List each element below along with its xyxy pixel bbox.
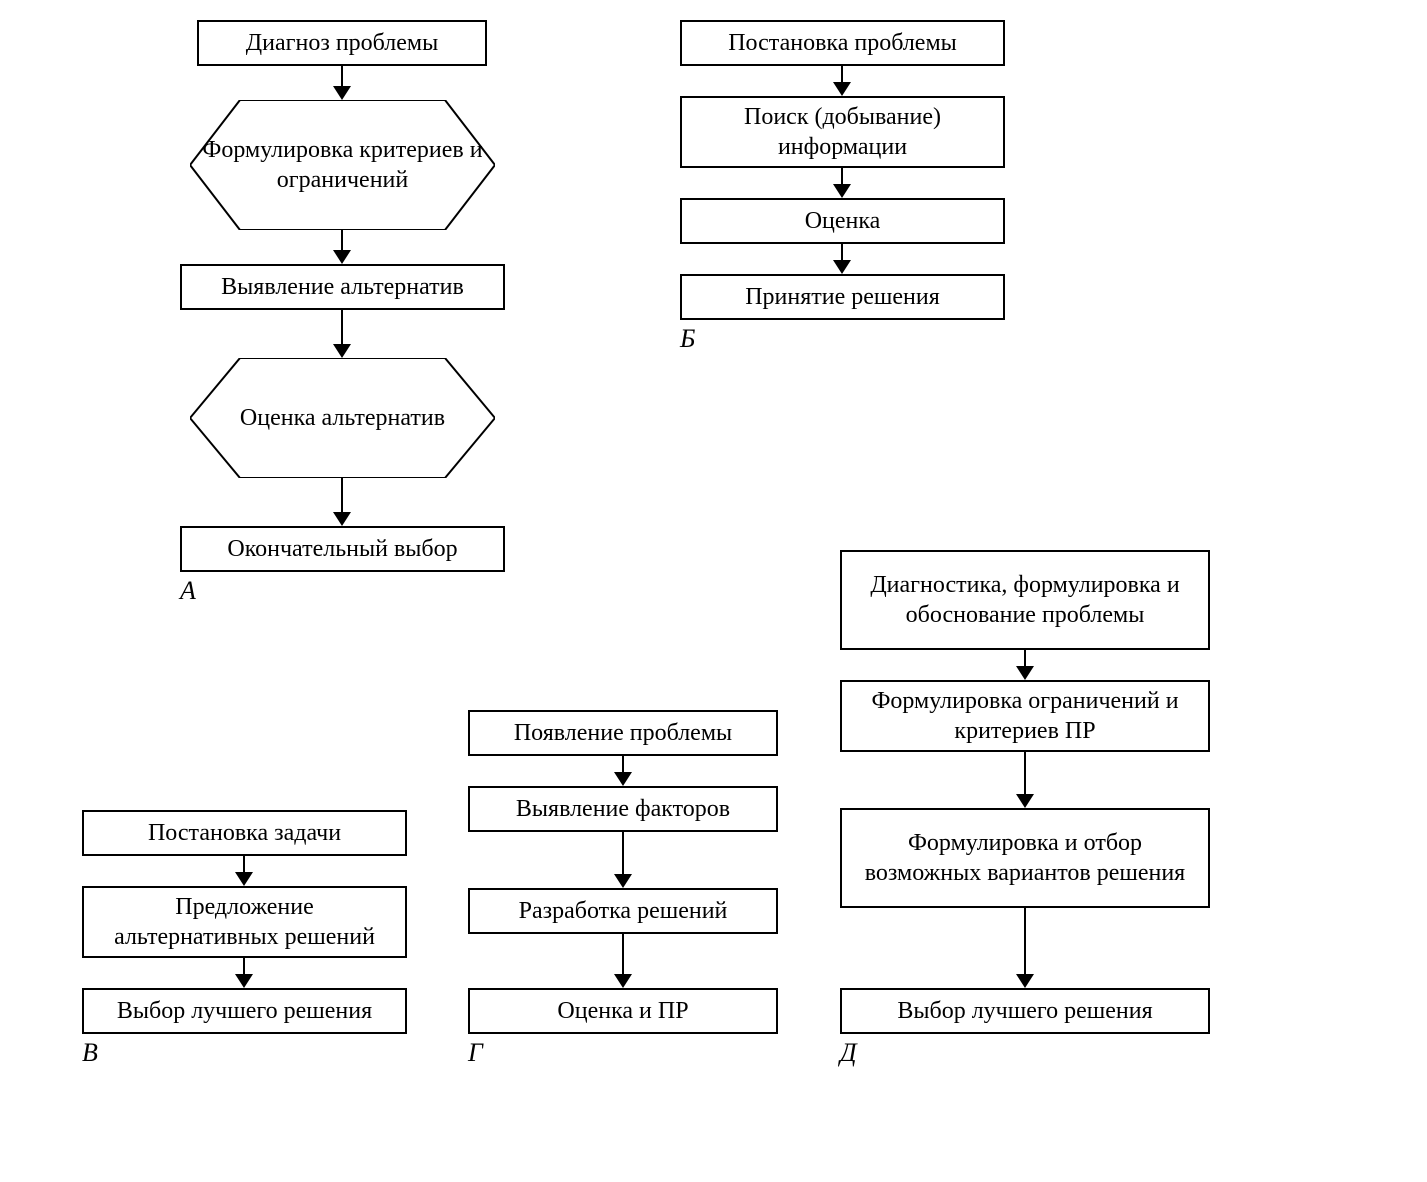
node-text: Появление проблемы [514, 718, 732, 748]
arrow-d3-d4 [1024, 908, 1026, 986]
node-d3: Формулировка и отбор возможных вариантов… [840, 808, 1210, 908]
node-b1: Постановка проблемы [680, 20, 1005, 66]
node-d2: Формулировка ограничений и критериев ПР [840, 680, 1210, 752]
node-text: Постановка задачи [148, 818, 341, 848]
node-text: Выбор лучшего решения [117, 996, 372, 1026]
node-a2: Формулировка критериев и ограничений [190, 100, 495, 230]
arrow-v1-v2 [243, 856, 245, 884]
node-text: Формулировка критериев и ограничений [190, 135, 495, 195]
node-g2: Выявление факторов [468, 786, 778, 832]
node-b3: Оценка [680, 198, 1005, 244]
arrow-v2-v3 [243, 958, 245, 986]
node-text: Предложение альтернативных решений [94, 892, 395, 952]
label-b: Б [680, 324, 695, 354]
node-text: Диагноз проблемы [246, 28, 438, 58]
node-b2: Поиск (добывание) информации [680, 96, 1005, 168]
node-text: Оценка и ПР [557, 996, 688, 1026]
arrow-a4-a5 [341, 478, 343, 524]
node-d4: Выбор лучшего решения [840, 988, 1210, 1034]
node-g3: Разработка решений [468, 888, 778, 934]
node-text: Формулировка и отбор возможных вариантов… [852, 828, 1198, 888]
node-text: Постановка проблемы [728, 28, 957, 58]
arrow-b2-b3 [841, 168, 843, 196]
arrow-a2-a3 [341, 230, 343, 262]
node-d1: Диагностика, формулировка и обоснование … [840, 550, 1210, 650]
node-text: Окончательный выбор [227, 534, 457, 564]
arrow-d2-d3 [1024, 752, 1026, 806]
node-g1: Появление проблемы [468, 710, 778, 756]
node-text: Принятие решения [745, 282, 940, 312]
node-text: Диагностика, формулировка и обоснование … [852, 570, 1198, 630]
node-a5: Окончательный выбор [180, 526, 505, 572]
node-a1: Диагноз проблемы [197, 20, 487, 66]
node-text: Выявление альтернатив [221, 272, 464, 302]
label-d: Д [840, 1038, 857, 1068]
node-text: Разработка решений [519, 896, 728, 926]
node-text: Выявление факторов [516, 794, 730, 824]
arrow-b1-b2 [841, 66, 843, 94]
node-a3: Выявление альтернатив [180, 264, 505, 310]
node-a4: Оценка альтернатив [190, 358, 495, 478]
arrow-a3-a4 [341, 310, 343, 356]
arrow-g3-g4 [622, 934, 624, 986]
label-g: Г [468, 1038, 483, 1068]
node-text: Формулировка ограничений и критериев ПР [852, 686, 1198, 746]
node-v2: Предложение альтернативных решений [82, 886, 407, 958]
label-a: А [180, 576, 196, 606]
node-text: Выбор лучшего решения [897, 996, 1152, 1026]
arrow-d1-d2 [1024, 650, 1026, 678]
node-text: Оценка альтернатив [228, 403, 457, 433]
arrow-g2-g3 [622, 832, 624, 886]
node-g4: Оценка и ПР [468, 988, 778, 1034]
arrow-a1-a2 [341, 66, 343, 98]
arrow-b3-b4 [841, 244, 843, 272]
label-v: В [82, 1038, 98, 1068]
node-text: Оценка [805, 206, 881, 236]
node-v3: Выбор лучшего решения [82, 988, 407, 1034]
node-text: Поиск (добывание) информации [692, 102, 993, 162]
node-v1: Постановка задачи [82, 810, 407, 856]
node-b4: Принятие решения [680, 274, 1005, 320]
arrow-g1-g2 [622, 756, 624, 784]
